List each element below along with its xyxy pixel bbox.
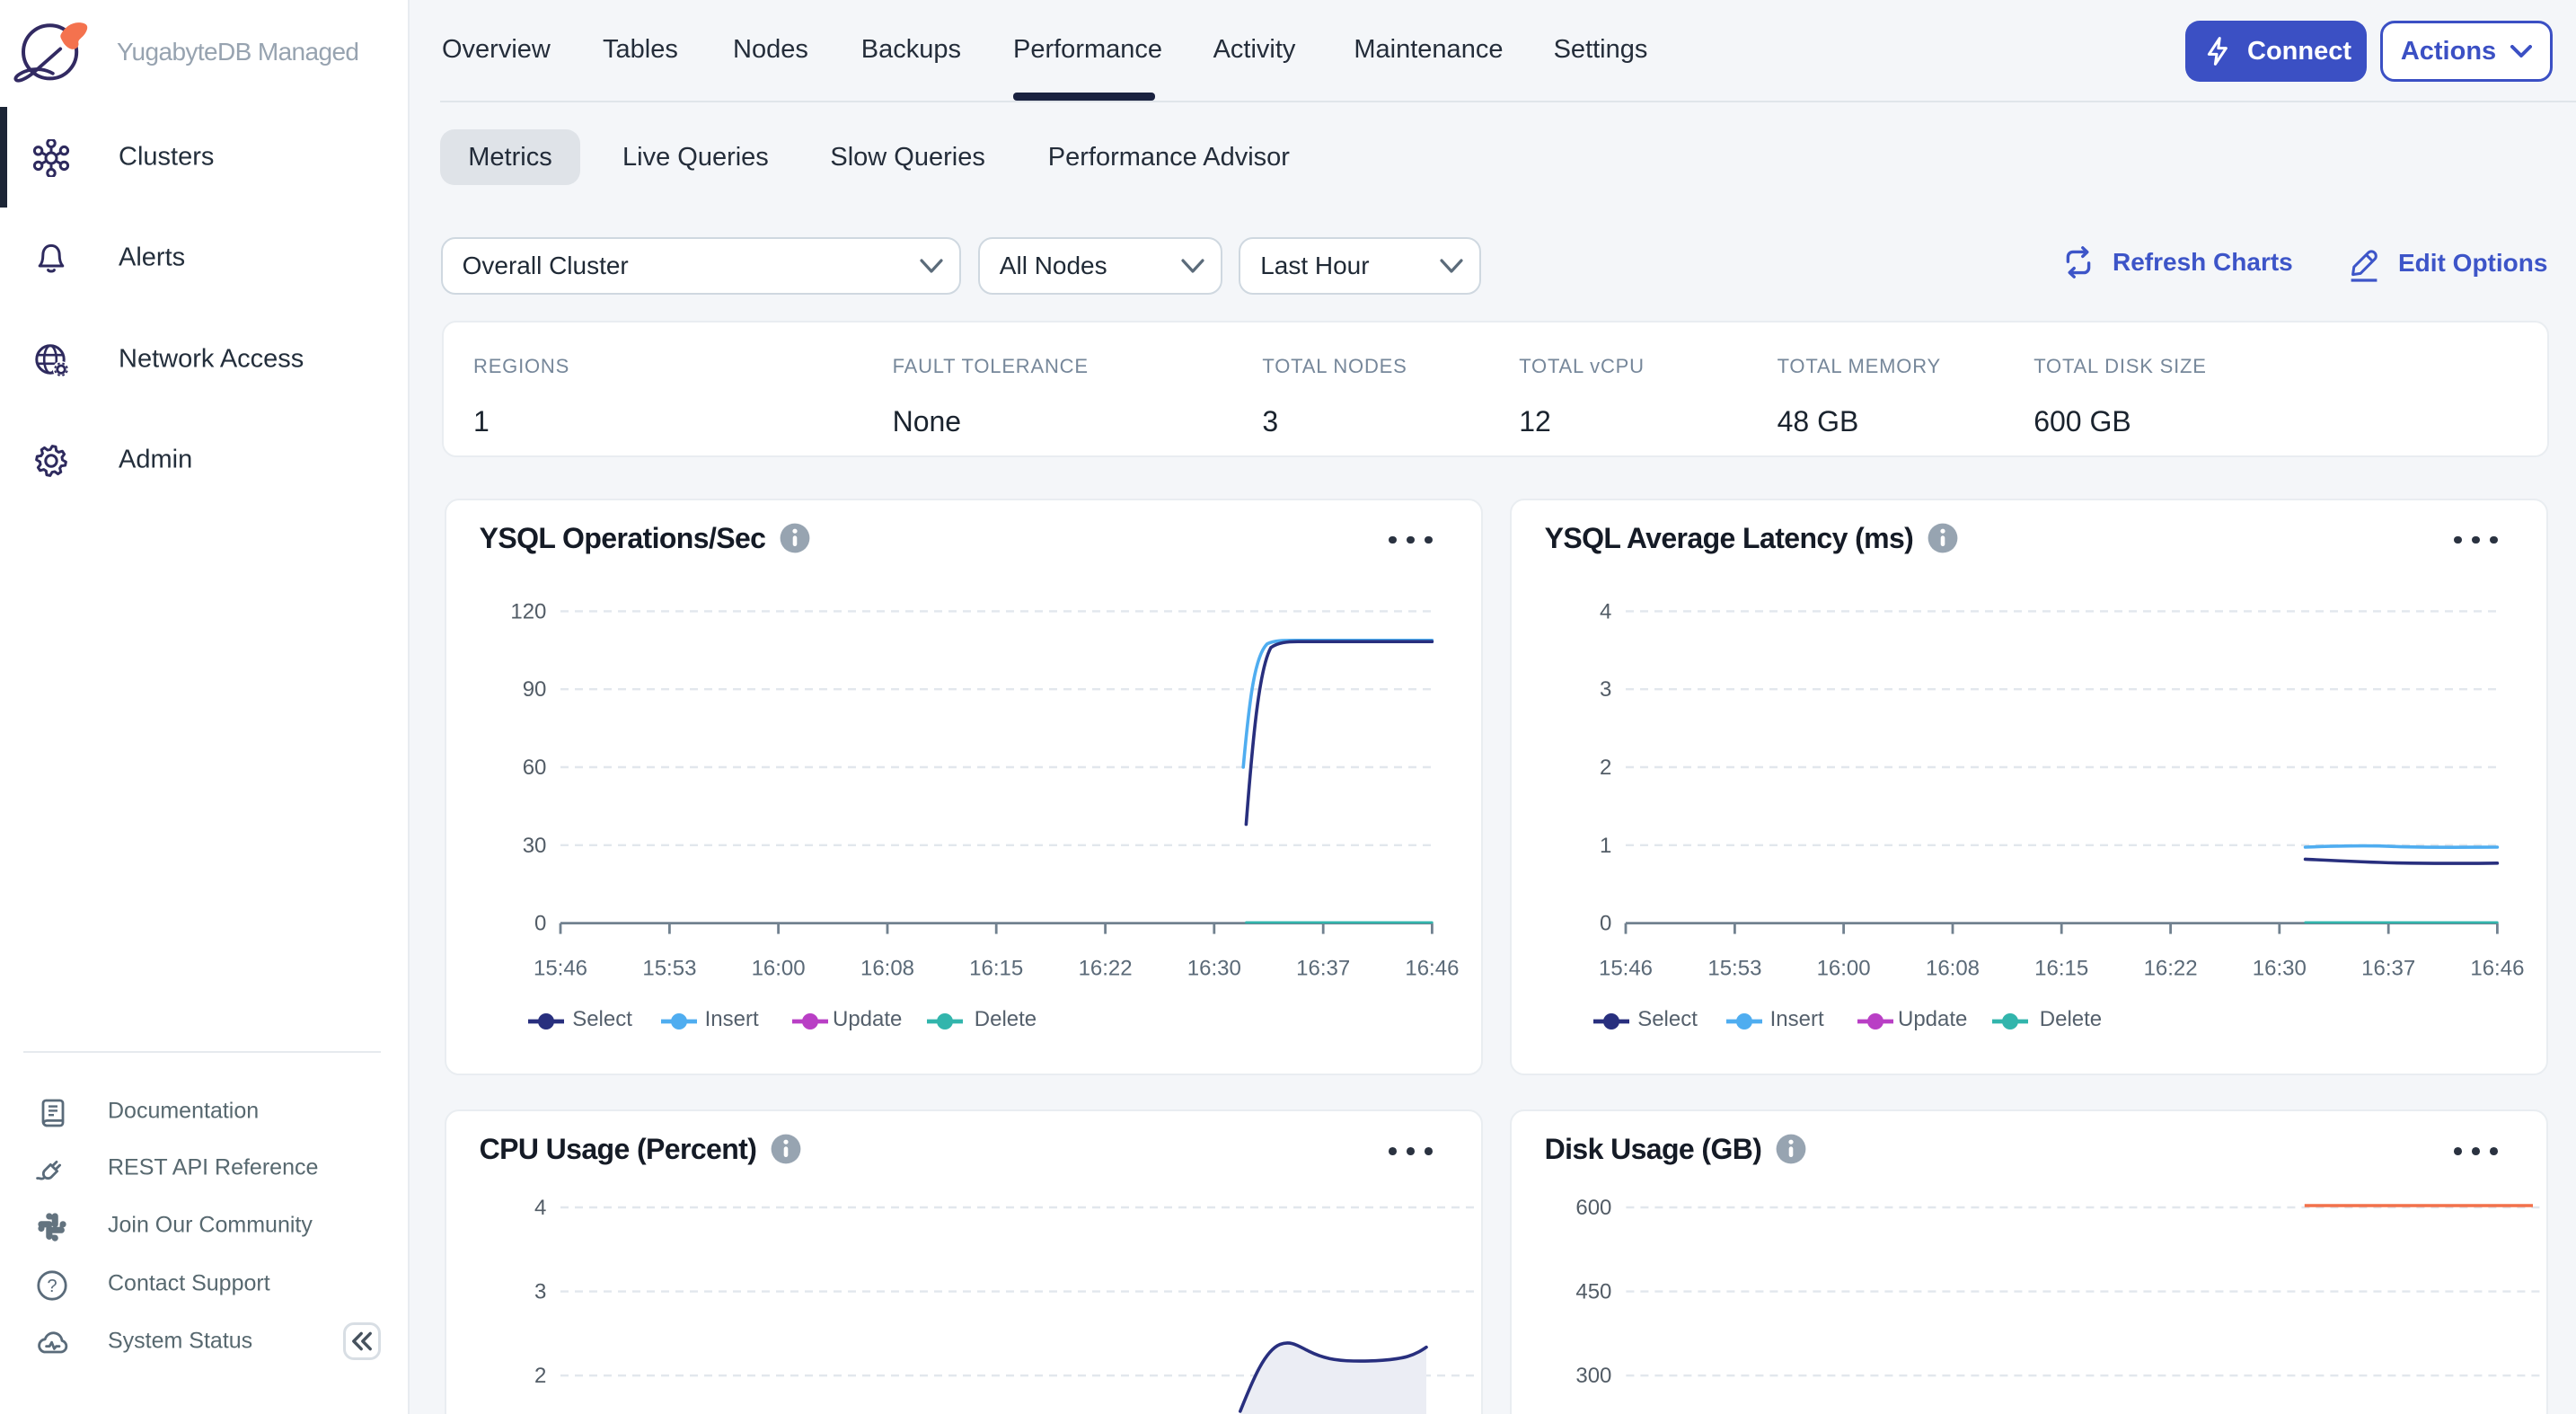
svg-text:60: 60 — [522, 756, 546, 780]
svg-text:16:08: 16:08 — [1926, 956, 1980, 980]
svg-text:2: 2 — [1600, 756, 1611, 780]
svg-text:3: 3 — [1600, 677, 1611, 702]
svg-text:16:30: 16:30 — [1187, 956, 1240, 980]
svg-text:16:00: 16:00 — [751, 956, 805, 980]
svg-text:16:15: 16:15 — [969, 956, 1023, 980]
svg-text:15:53: 15:53 — [642, 956, 696, 980]
svg-text:120: 120 — [510, 599, 546, 623]
svg-text:16:22: 16:22 — [2143, 956, 2197, 980]
svg-text:16:15: 16:15 — [2034, 956, 2088, 980]
svg-text:16:37: 16:37 — [2361, 956, 2415, 980]
svg-text:3: 3 — [534, 1279, 546, 1304]
svg-text:16:46: 16:46 — [2470, 956, 2524, 980]
svg-text:90: 90 — [522, 677, 546, 702]
svg-text:4: 4 — [1600, 599, 1611, 623]
svg-text:0: 0 — [1600, 911, 1611, 935]
svg-text:1: 1 — [1600, 833, 1611, 857]
svg-text:300: 300 — [1575, 1364, 1611, 1388]
svg-text:30: 30 — [522, 833, 546, 857]
svg-text:15:46: 15:46 — [534, 956, 587, 980]
svg-text:16:00: 16:00 — [1816, 956, 1870, 980]
svg-text:0: 0 — [534, 911, 546, 935]
svg-text:?: ? — [47, 1277, 57, 1296]
svg-text:15:46: 15:46 — [1599, 956, 1653, 980]
svg-text:2: 2 — [534, 1364, 546, 1388]
svg-text:16:22: 16:22 — [1078, 956, 1132, 980]
svg-text:16:37: 16:37 — [1296, 956, 1350, 980]
svg-text:16:30: 16:30 — [2252, 956, 2306, 980]
svg-text:15:53: 15:53 — [1707, 956, 1761, 980]
svg-text:16:08: 16:08 — [860, 956, 914, 980]
svg-text:4: 4 — [534, 1196, 546, 1220]
svg-text:16:46: 16:46 — [1405, 956, 1459, 980]
svg-text:600: 600 — [1575, 1196, 1611, 1220]
svg-text:450: 450 — [1575, 1279, 1611, 1304]
